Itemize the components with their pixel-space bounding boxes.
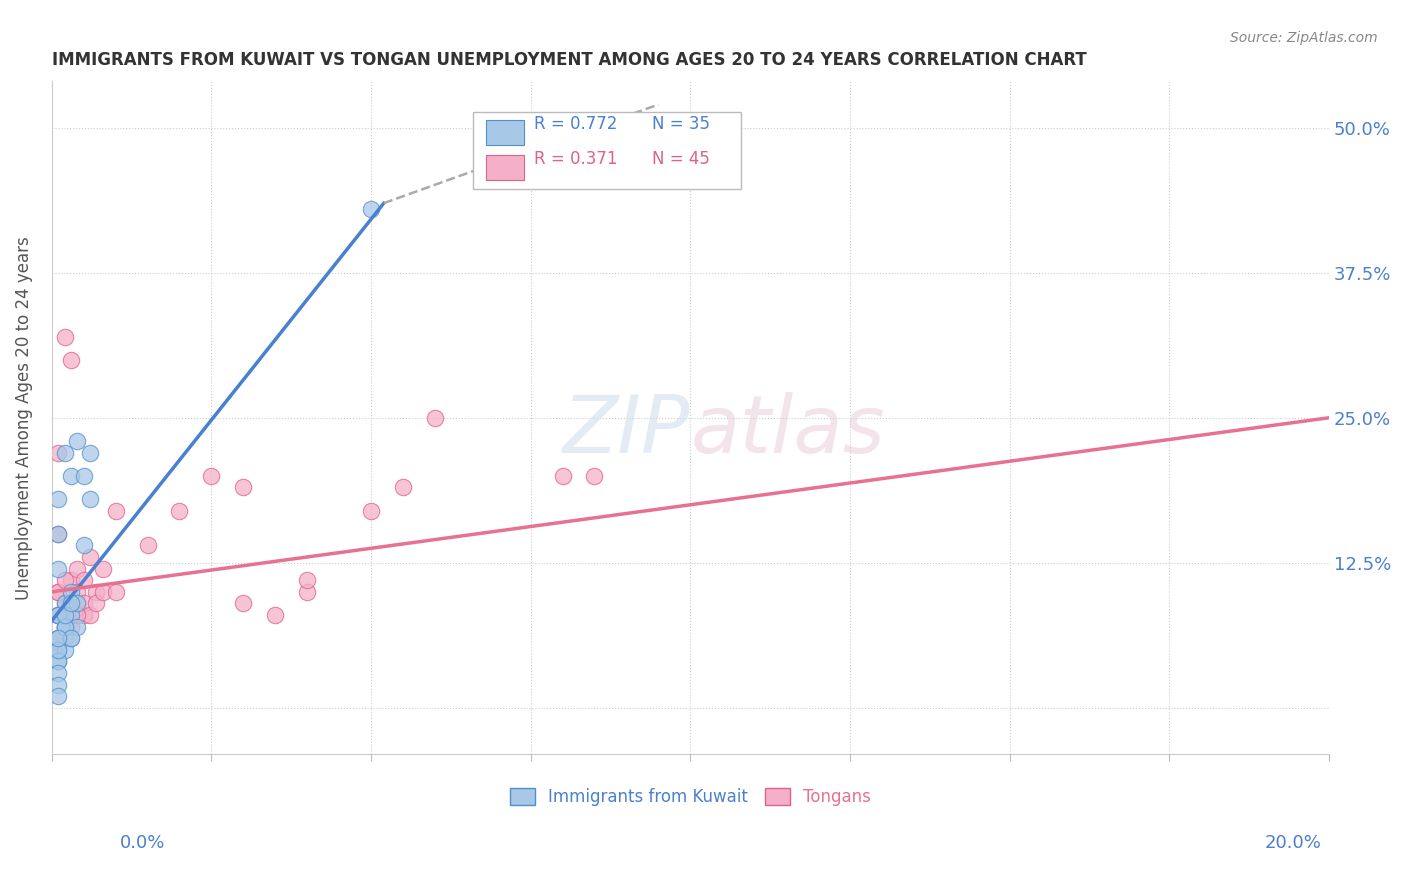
Point [169, 503, 191, 517]
Point [59, 596, 82, 610]
Point [66, 607, 89, 622]
Point [86, 584, 108, 599]
Point [392, 480, 415, 494]
Point [53, 445, 76, 459]
Point [66, 584, 89, 599]
Point [59, 573, 82, 587]
Point [59, 352, 82, 367]
Point [53, 596, 76, 610]
Point [583, 468, 606, 483]
Point [46, 631, 69, 645]
Point [73, 538, 96, 552]
Point [86, 596, 108, 610]
FancyBboxPatch shape [486, 120, 524, 145]
Point [53, 619, 76, 633]
Point [46, 665, 69, 680]
Point [66, 561, 89, 575]
Point [59, 468, 82, 483]
Point [53, 329, 76, 343]
Point [59, 631, 82, 645]
Text: ZIP: ZIP [562, 392, 690, 470]
Point [104, 503, 127, 517]
Point [46, 584, 69, 599]
Text: Source: ZipAtlas.com: Source: ZipAtlas.com [1230, 31, 1378, 45]
Point [59, 607, 82, 622]
Point [360, 202, 382, 216]
Point [46, 561, 69, 575]
Point [79, 549, 101, 564]
Point [46, 677, 69, 691]
Point [136, 538, 159, 552]
Point [200, 468, 222, 483]
Point [73, 573, 96, 587]
Point [79, 445, 101, 459]
Point [46, 607, 69, 622]
Text: R = 0.772: R = 0.772 [534, 115, 617, 133]
Point [295, 573, 318, 587]
Point [232, 596, 254, 610]
Y-axis label: Unemployment Among Ages 20 to 24 years: Unemployment Among Ages 20 to 24 years [15, 235, 32, 599]
Text: R = 0.371: R = 0.371 [534, 150, 619, 168]
Point [66, 596, 89, 610]
Point [91, 584, 114, 599]
Point [46, 607, 69, 622]
Legend: Immigrants from Kuwait, Tongans: Immigrants from Kuwait, Tongans [503, 781, 877, 814]
Point [551, 468, 574, 483]
Point [53, 619, 76, 633]
Text: 0.0%: 0.0% [120, 834, 165, 852]
Point [73, 596, 96, 610]
Point [53, 573, 76, 587]
Point [59, 607, 82, 622]
Point [66, 596, 89, 610]
Point [264, 607, 287, 622]
Point [46, 642, 69, 657]
Point [79, 491, 101, 506]
Point [46, 631, 69, 645]
FancyBboxPatch shape [474, 112, 741, 189]
Point [53, 607, 76, 622]
Point [46, 584, 69, 599]
Point [73, 607, 96, 622]
Point [46, 526, 69, 541]
Point [46, 607, 69, 622]
Point [295, 584, 318, 599]
Point [46, 642, 69, 657]
Point [59, 584, 82, 599]
Point [59, 596, 82, 610]
Text: atlas: atlas [690, 392, 884, 470]
FancyBboxPatch shape [486, 154, 524, 180]
Point [59, 619, 82, 633]
Text: N = 35: N = 35 [652, 115, 710, 133]
Point [46, 445, 69, 459]
Point [53, 619, 76, 633]
Point [104, 584, 127, 599]
Point [91, 561, 114, 575]
Point [232, 480, 254, 494]
Text: 20.0%: 20.0% [1265, 834, 1322, 852]
Point [79, 607, 101, 622]
Point [59, 631, 82, 645]
Point [46, 526, 69, 541]
Point [46, 491, 69, 506]
Point [46, 631, 69, 645]
Point [53, 619, 76, 633]
Point [46, 689, 69, 703]
Point [66, 434, 89, 448]
Point [53, 596, 76, 610]
Point [423, 410, 446, 425]
Point [73, 468, 96, 483]
Point [46, 642, 69, 657]
Point [53, 631, 76, 645]
Point [66, 619, 89, 633]
Text: IMMIGRANTS FROM KUWAIT VS TONGAN UNEMPLOYMENT AMONG AGES 20 TO 24 YEARS CORRELAT: IMMIGRANTS FROM KUWAIT VS TONGAN UNEMPLO… [52, 51, 1087, 69]
Point [46, 654, 69, 668]
Point [360, 503, 382, 517]
Point [53, 642, 76, 657]
Text: N = 45: N = 45 [652, 150, 710, 168]
Point [46, 654, 69, 668]
